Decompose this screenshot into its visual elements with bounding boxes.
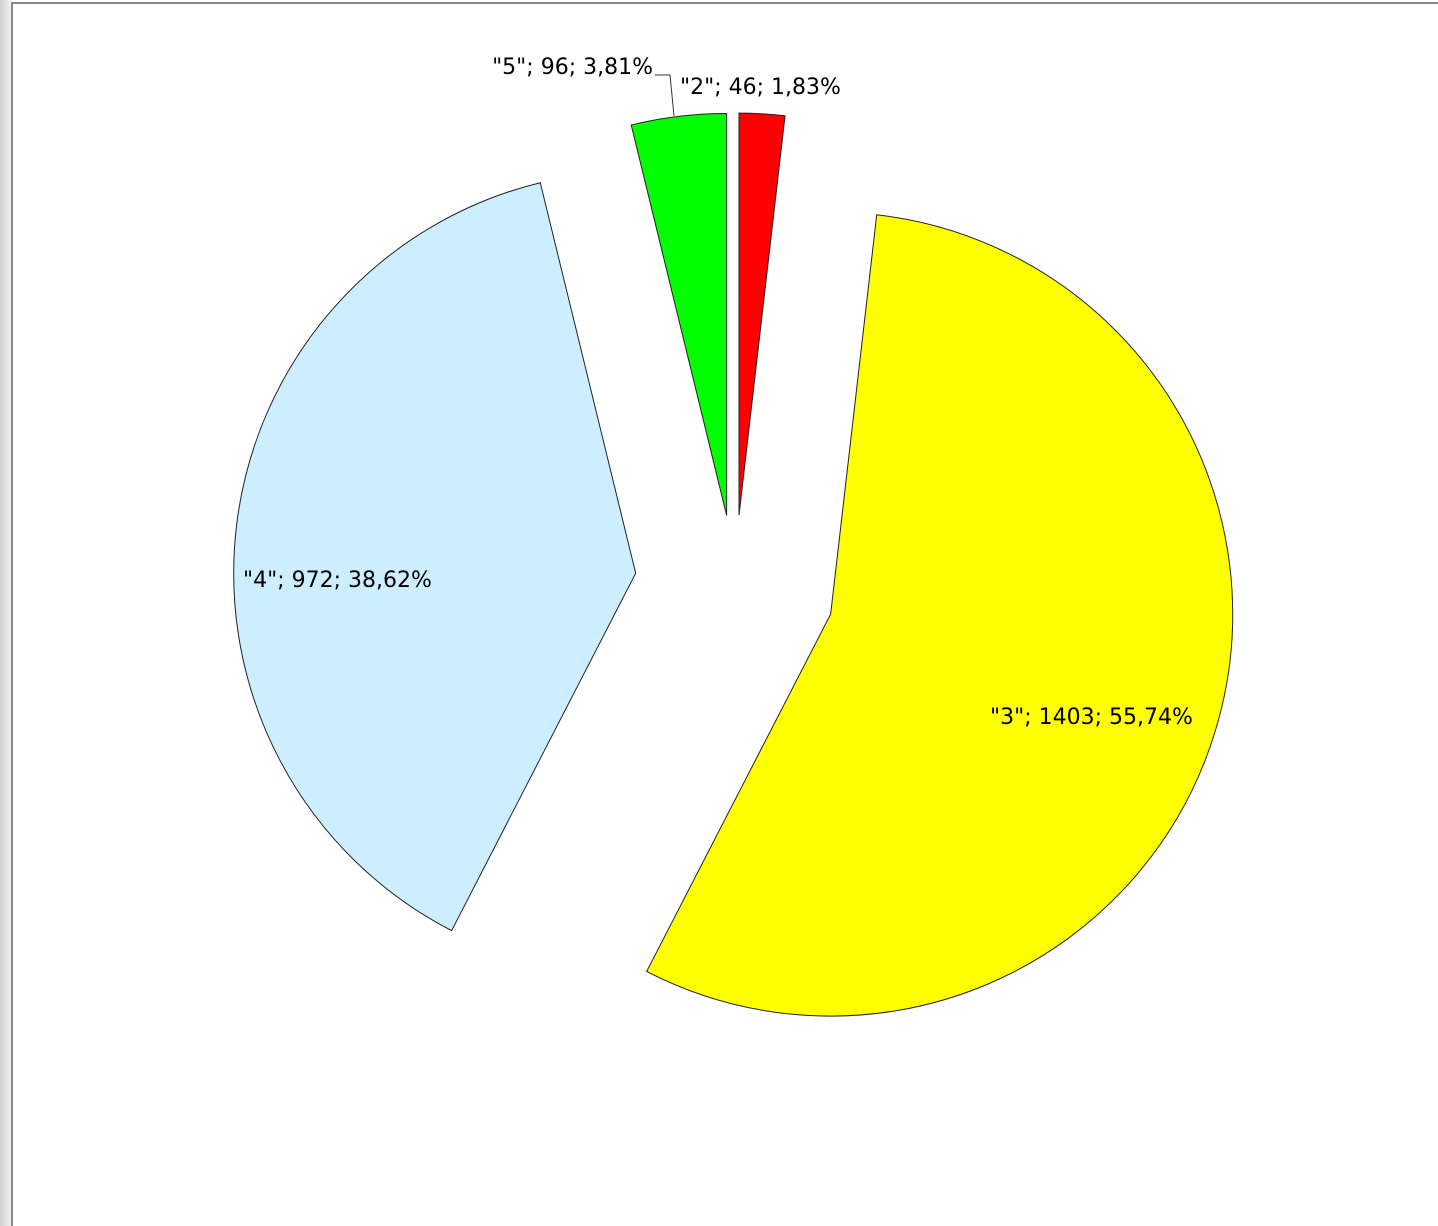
pie-slice xyxy=(630,113,728,516)
pie-slice xyxy=(645,214,1234,1017)
data-label: "3"; 1403; 55,74% xyxy=(990,705,1193,730)
window-edge xyxy=(0,0,12,1226)
leader-line xyxy=(655,74,675,117)
pie-slice xyxy=(233,182,637,932)
data-label: "2"; 46; 1,83% xyxy=(680,75,841,100)
data-label: "4"; 972; 38,62% xyxy=(243,568,432,593)
data-label: "5"; 96; 3,81% xyxy=(492,55,653,80)
pie: "2"; 46; 1,83% "3"; 1403; 55,74% "4"; 972;… xyxy=(233,55,1234,1017)
pie-slice xyxy=(738,112,786,516)
